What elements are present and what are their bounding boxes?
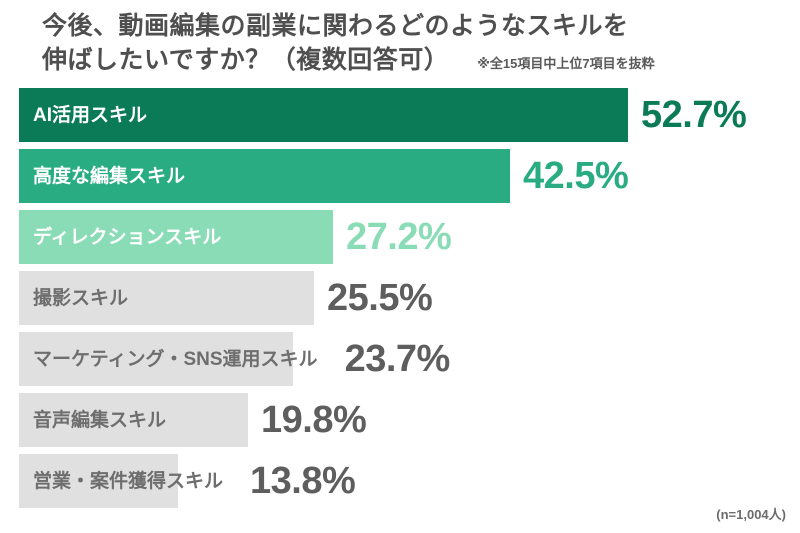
bar-label: 音声編集スキル — [33, 409, 167, 431]
bar-value: 23.7% — [344, 338, 451, 380]
bar-row: ディレクションスキル 27.2% — [19, 210, 800, 264]
bar-value: 19.8% — [261, 399, 367, 441]
bar-row: マーケティング・SNS運用スキル 23.7% — [19, 332, 800, 386]
bar-row: 営業・案件獲得スキル 13.8% — [19, 454, 800, 508]
bar-value: 13.8% — [250, 460, 356, 502]
chart-title-line1: 今後、動画編集の副業に関わるどのようなスキルを — [42, 12, 629, 40]
sample-size-note: (n=1,004人) — [716, 507, 786, 522]
bar-label: 撮影スキル — [33, 287, 129, 309]
bar: AI活用スキル — [19, 88, 628, 142]
bar-value: 25.5% — [327, 277, 433, 319]
bar: ディレクションスキル — [19, 210, 333, 264]
bar-value: 42.5% — [523, 155, 629, 197]
bar-row: 高度な編集スキル 42.5% — [19, 149, 800, 203]
bar-row: AI活用スキル 52.7% — [19, 88, 800, 142]
bar: マーケティング・SNS運用スキル — [19, 332, 318, 386]
bar-label: 高度な編集スキル — [33, 165, 186, 187]
bar-label: マーケティング・SNS運用スキル — [33, 348, 318, 370]
bar-row: 撮影スキル 25.5% — [19, 271, 800, 325]
bar-label: 営業・案件獲得スキル — [33, 470, 224, 492]
chart-title: 今後、動画編集の副業に関わるどのようなスキルを 伸ばしたいですか？（複数回答可）… — [0, 0, 800, 77]
chart-title-line2: 伸ばしたいですか？（複数回答可） — [42, 46, 450, 74]
bar: 音声編集スキル — [19, 393, 248, 447]
bar-value: 27.2% — [346, 216, 452, 258]
bar-label: ディレクションスキル — [33, 226, 222, 248]
bar: 撮影スキル — [19, 271, 314, 325]
bar: 高度な編集スキル — [19, 149, 510, 203]
bar-label: AI活用スキル — [33, 104, 148, 126]
bar-chart: AI活用スキル 52.7% 高度な編集スキル 42.5% ディレクションスキル … — [19, 88, 800, 508]
bar: 営業・案件獲得スキル — [19, 454, 223, 508]
bar-row: 音声編集スキル 19.8% — [19, 393, 800, 447]
chart-note: ※全15項目中上位7項目を抜粋 — [477, 56, 655, 71]
bar-value: 52.7% — [641, 94, 747, 136]
